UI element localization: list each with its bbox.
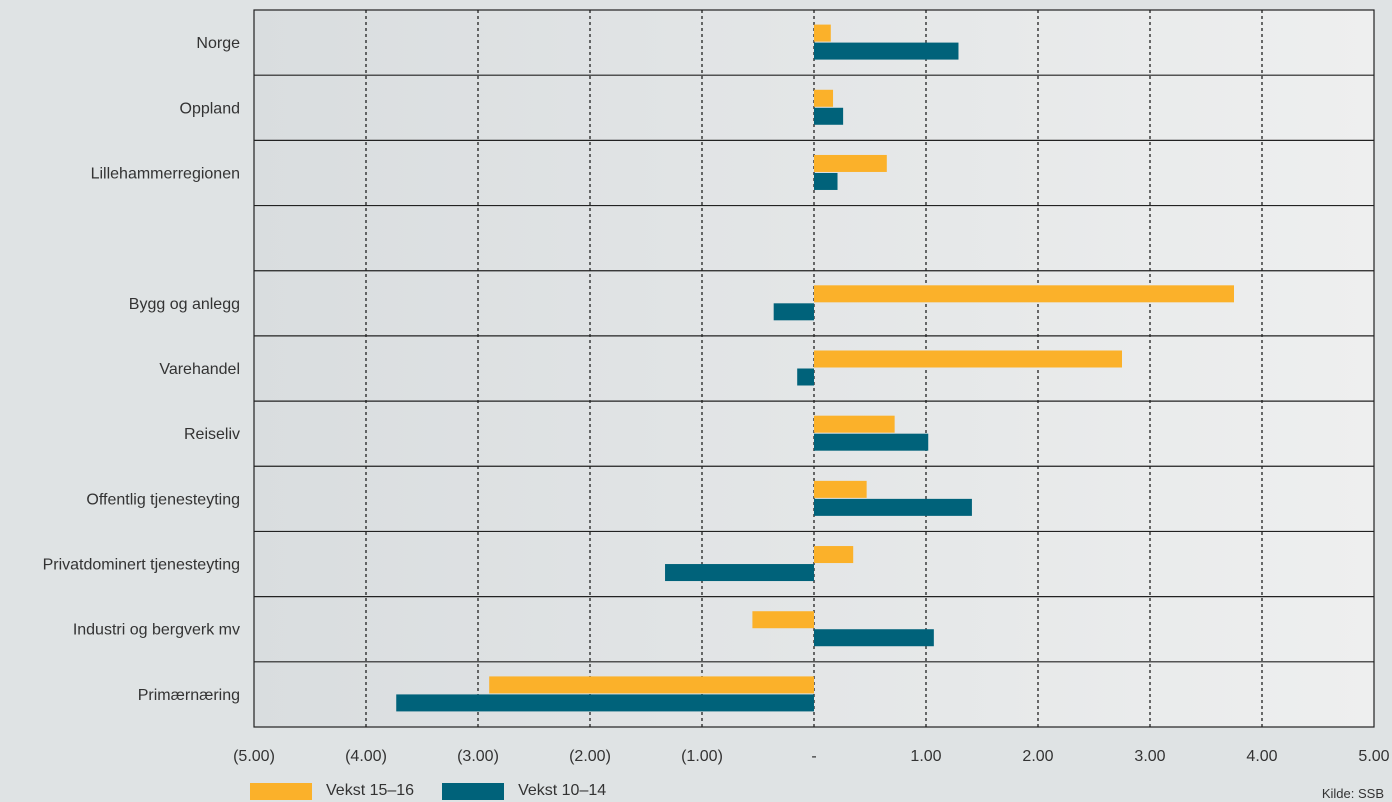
category-label-4: Bygg og anlegg (129, 296, 240, 313)
category-label-8: Privatdominert tjenesteyting (43, 557, 240, 574)
bar-1-9 (752, 611, 814, 629)
chart-legend: Vekst 15–16 Vekst 10–14 (250, 782, 634, 800)
x-tick-label-0: (5.00) (233, 748, 275, 765)
category-label-2: Lillehammerregionen (91, 165, 240, 182)
category-label-7: Offentlig tjenesteyting (86, 491, 240, 508)
x-tick-label-3: (2.00) (569, 748, 611, 765)
x-tick-label-4: (1.00) (681, 748, 723, 765)
x-tick-label-1: (4.00) (345, 748, 387, 765)
bar-2-4 (773, 303, 814, 321)
x-tick-label-5: - (811, 748, 816, 765)
bar-1-5 (814, 350, 1122, 368)
plot-frame (253, 9, 1375, 728)
legend-swatch-series-2 (442, 782, 505, 800)
bar-1-8 (814, 546, 854, 564)
bar-2-1 (814, 107, 844, 125)
category-label-10: Primærnæring (138, 687, 240, 704)
bar-2-5 (797, 368, 814, 386)
bar-2-8 (665, 564, 814, 582)
legend-swatch-series-1 (250, 782, 312, 800)
category-label-9: Industri og bergverk mv (73, 622, 240, 639)
x-tick-label-9: 4.00 (1246, 748, 1277, 765)
category-label-5: Varehandel (159, 361, 240, 378)
bar-2-0 (814, 42, 959, 60)
bar-1-10 (489, 676, 814, 694)
bar-1-4 (814, 285, 1234, 303)
bar-1-7 (814, 480, 867, 498)
bar-2-9 (814, 629, 934, 647)
x-tick-label-10: 5.00 (1358, 748, 1389, 765)
source-note: Kilde: SSB (1321, 786, 1384, 801)
x-tick-label-8: 3.00 (1134, 748, 1165, 765)
category-label-6: Reiseliv (184, 426, 240, 443)
category-label-0: Norge (196, 35, 240, 52)
bar-2-2 (814, 172, 838, 190)
legend-label-series-2: Vekst 10–14 (518, 782, 607, 799)
bar-1-6 (814, 415, 895, 433)
legend-item-series-2: Vekst 10–14 (442, 782, 606, 800)
bar-2-7 (814, 498, 972, 516)
x-tick-label-2: (3.00) (457, 748, 499, 765)
legend-label-series-1: Vekst 15–16 (326, 782, 415, 799)
legend-item-series-1: Vekst 15–16 (250, 782, 414, 800)
bar-1-2 (814, 154, 887, 172)
category-label-1: Oppland (180, 100, 241, 117)
x-tick-label-6: 1.00 (910, 748, 941, 765)
bar-1-0 (814, 24, 831, 42)
x-tick-label-7: 2.00 (1022, 748, 1053, 765)
bar-2-10 (396, 694, 814, 712)
bar-1-1 (814, 89, 834, 107)
bar-2-6 (814, 433, 929, 451)
